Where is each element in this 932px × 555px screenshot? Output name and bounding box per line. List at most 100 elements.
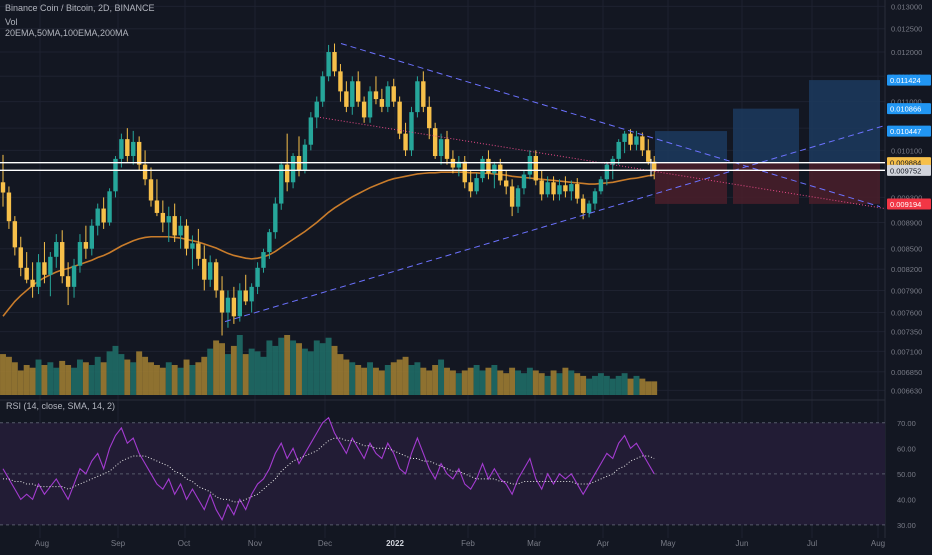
volume-bar-37 — [219, 343, 225, 395]
volume-bar-79 — [467, 367, 474, 395]
volume-bar-100 — [592, 375, 598, 395]
time-tick-5: 2022 — [386, 539, 404, 548]
volume-bar-27 — [159, 367, 166, 395]
volume-bar-32 — [189, 365, 196, 395]
candle-body-71 — [421, 81, 426, 107]
candle-body-19 — [113, 158, 118, 192]
volume-bar-6 — [35, 359, 42, 395]
candle-body-23 — [136, 141, 142, 165]
volume-bar-42 — [248, 348, 255, 395]
candle-body-41 — [243, 290, 248, 302]
candle-body-66 — [391, 86, 396, 102]
volume-bar-56 — [331, 345, 338, 395]
volume-bar-108 — [639, 378, 646, 395]
candle-body-100 — [592, 191, 598, 204]
price-tick-2: 0.012000 — [891, 48, 922, 57]
candle-body-9 — [54, 242, 59, 257]
price-label-bg-0 — [887, 74, 931, 86]
volume-bar-89 — [526, 367, 533, 395]
volume-bar-109 — [645, 381, 652, 395]
candle-body-64 — [379, 99, 385, 107]
volume-bar-19 — [112, 345, 119, 395]
price-labels: 0.011424 0.010866 0.010447 0.0098840.009752… — [887, 74, 931, 210]
candle-body-90 — [533, 156, 538, 181]
candle-body-27 — [160, 212, 166, 223]
candle-body-47 — [279, 164, 284, 204]
candle-body-92 — [545, 182, 550, 195]
candle-body-93 — [551, 182, 556, 195]
candle-body-104 — [616, 141, 621, 159]
volume-bar-83 — [491, 365, 498, 395]
volume-bar-76 — [449, 370, 456, 395]
candle-body-103 — [610, 158, 615, 165]
candle-body-87 — [515, 188, 521, 207]
candle-body-70 — [415, 81, 420, 113]
candle-body-81 — [480, 158, 485, 179]
rsi-band — [0, 422, 885, 525]
volume-bar-91 — [538, 373, 545, 395]
rsi-label[interactable]: RSI (14, close, SMA, 14, 2) — [6, 401, 116, 411]
candle-body-7 — [42, 262, 47, 275]
rsi-axis[interactable]: 70.00 60.00 50.00 40.00 30.00 — [897, 419, 916, 530]
volume-label[interactable]: Vol — [5, 17, 18, 27]
candle-body-79 — [468, 182, 473, 192]
chart-title[interactable]: Binance Coin / Bitcoin, 2D, BINANCE — [5, 3, 155, 13]
candle-body-39 — [231, 297, 237, 317]
price-label-bg-5 — [887, 198, 931, 210]
volume-bar-49 — [290, 340, 297, 395]
volume-bar-35 — [207, 348, 214, 395]
volume-bar-21 — [124, 359, 131, 395]
volume-bar-41 — [242, 354, 249, 395]
candle-body-72 — [427, 106, 432, 129]
volume-bar-88 — [521, 373, 527, 395]
time-tick-6: Feb — [461, 539, 475, 548]
volume-bar-64 — [378, 370, 385, 395]
volume-bar-58 — [343, 359, 350, 395]
volume-bar-45 — [266, 340, 273, 395]
volume-bar-2 — [11, 362, 18, 395]
moving-average-label[interactable]: 20EMA,50MA,100EMA,200MA — [5, 28, 129, 38]
rsi-lines — [2, 416, 655, 522]
price-label-2: 0.010447 — [890, 127, 921, 136]
candle-body-17 — [101, 208, 106, 223]
volume-bar-72 — [426, 370, 433, 395]
volume-bar-30 — [177, 367, 184, 395]
time-tick-0: Aug — [35, 539, 49, 548]
volume-bar-24 — [142, 356, 149, 395]
candle-body-46 — [273, 203, 278, 233]
candle-body-31 — [184, 225, 189, 249]
volume-bar-55 — [325, 337, 332, 395]
candle-body-80 — [474, 178, 479, 192]
price-tick-9: 0.008500 — [891, 245, 922, 254]
price-label-1: 0.010866 — [890, 105, 921, 114]
volume-bar-39 — [230, 345, 237, 395]
price-tick-11: 0.007900 — [891, 286, 922, 295]
volume-bar-5 — [29, 367, 36, 395]
candle-body-55 — [326, 52, 331, 77]
candle-body-69 — [409, 112, 414, 151]
volume-bar-10 — [59, 360, 66, 395]
volume-bar-78 — [461, 370, 468, 395]
time-axis[interactable]: Aug Sep Oct Nov Dec 2022 Feb Mar Apr May Jun Jul Aug — [35, 539, 885, 548]
volume-bar-106 — [627, 378, 634, 395]
candle-body-1 — [6, 192, 12, 222]
horizontal-levels[interactable] — [0, 158, 885, 177]
volume-bar-17 — [100, 362, 107, 395]
trendline-lower — [224, 124, 886, 323]
volume-bar-7 — [41, 365, 48, 395]
candle-body-95 — [563, 185, 568, 192]
candle-body-98 — [580, 198, 586, 213]
candle-body-58 — [344, 91, 349, 107]
candle-body-0 — [0, 182, 6, 193]
volume-bar-102 — [603, 375, 610, 395]
volume-bar-31 — [183, 359, 190, 395]
volume-bar-57 — [337, 354, 344, 395]
volume-bar-92 — [544, 375, 551, 395]
candle-body-15 — [89, 225, 94, 249]
volume-bar-20 — [118, 354, 125, 395]
candle-body-22 — [131, 141, 136, 157]
rsi-tick-4: 30.00 — [897, 521, 916, 530]
trendlines[interactable] — [224, 43, 886, 323]
